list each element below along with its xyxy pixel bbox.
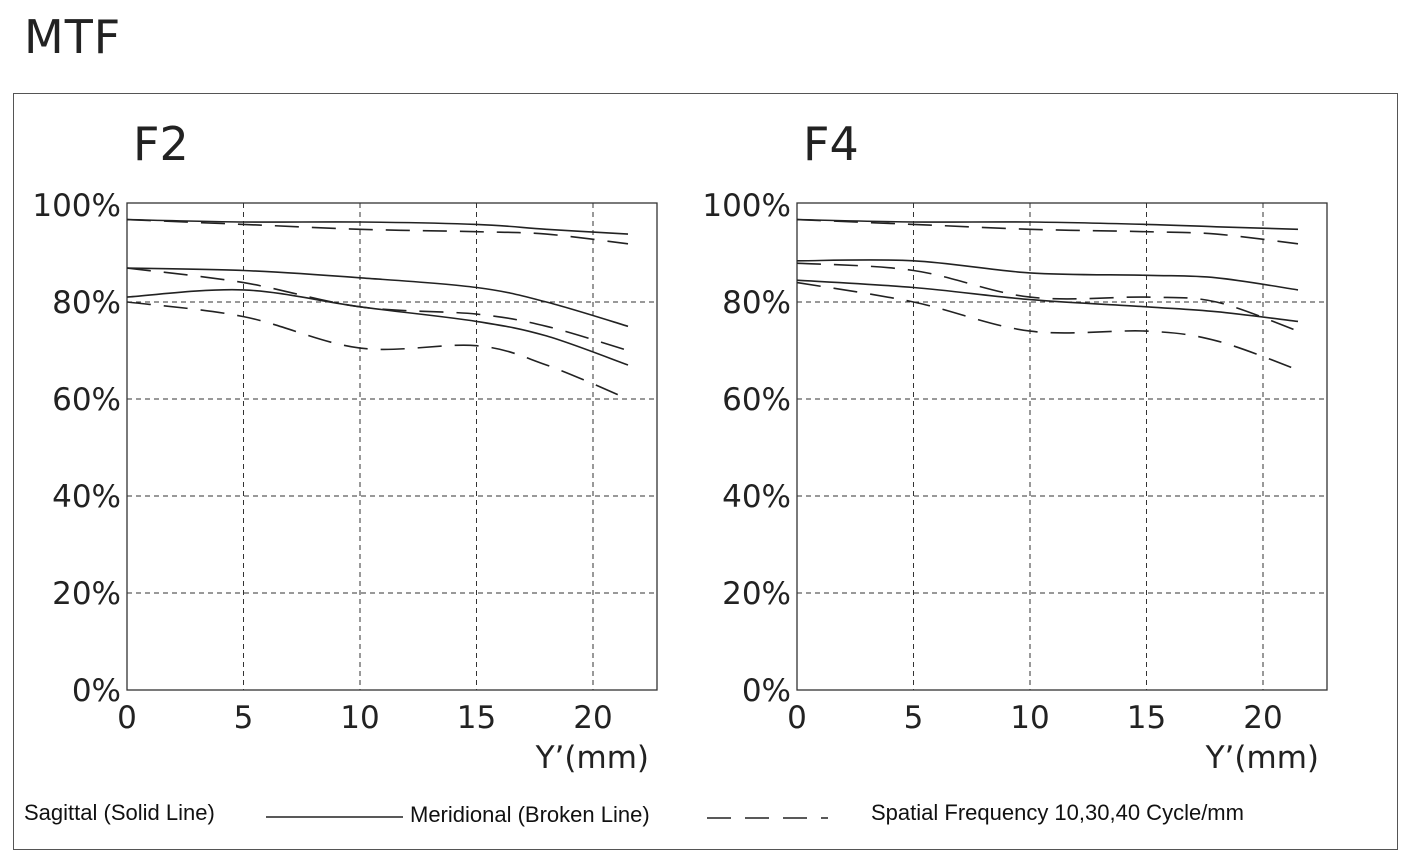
chart-2-ytick-label-100: 100% xyxy=(702,188,791,224)
legend-meridional-label: Meridional (Broken Line) xyxy=(410,802,650,827)
chart-2-series-5-solid-line xyxy=(796,279,1299,323)
chart-2-xtick-label-10: 10 xyxy=(1010,700,1049,736)
legend-sagittal-label: Sagittal (Solid Line) xyxy=(24,800,215,825)
chart-1-ytick-label-100: 100% xyxy=(32,188,121,224)
chart-1-xtick-label-0: 0 xyxy=(117,700,137,736)
chart-1-series-5-solid-line xyxy=(126,288,629,366)
chart-2-series-2-dashed-line xyxy=(796,218,1299,245)
legend-frequency-label: Spatial Frequency 10,30,40 Cycle/mm xyxy=(871,800,1244,825)
chart-2-series-3-solid-line xyxy=(796,259,1299,291)
chart-1-xtick-label-10: 10 xyxy=(340,700,379,736)
chart-2-ytick-label-0: 0% xyxy=(742,673,791,709)
chart-1-series-6-dashed-line xyxy=(126,301,629,400)
chart-2-series-4-dashed-line xyxy=(796,262,1299,332)
chart-1-x-axis-label: Y’(mm) xyxy=(535,740,649,776)
chart-1-ytick-label-60: 60% xyxy=(52,382,121,418)
chart-1-ytick-label-0: 0% xyxy=(72,673,121,709)
chart-2-xtick-label-15: 15 xyxy=(1127,700,1166,736)
chart-2-ytick-label-40: 40% xyxy=(722,479,791,515)
chart-2-series-6-dashed-line xyxy=(796,281,1299,371)
chart-1-series-4-dashed-line xyxy=(126,267,629,352)
chart-1-ytick-label-80: 80% xyxy=(52,285,121,321)
chart-1-ytick-label-40: 40% xyxy=(52,479,121,515)
chart-1-series-1-solid-line xyxy=(126,218,629,235)
chart-2-xtick-label-20: 20 xyxy=(1243,700,1282,736)
chart-1-xtick-label-20: 20 xyxy=(573,700,612,736)
chart-1-series-2-dashed-line xyxy=(126,218,629,245)
chart-2-ytick-label-60: 60% xyxy=(722,382,791,418)
chart-frame xyxy=(13,93,1398,850)
chart-2-ytick-label-20: 20% xyxy=(722,576,791,612)
chart-2-xtick-label-5: 5 xyxy=(904,700,924,736)
chart-2-title: F4 xyxy=(803,117,859,171)
chart-1-plot-frame xyxy=(126,202,658,691)
chart-1-series-3-solid-line xyxy=(126,267,629,328)
chart-2-x-axis-label: Y’(mm) xyxy=(1205,740,1319,776)
page-title: MTF xyxy=(24,10,122,64)
chart-1-ytick-label-20: 20% xyxy=(52,576,121,612)
chart-2-series-1-solid-line xyxy=(796,218,1299,231)
chart-2-plot-frame xyxy=(796,202,1328,691)
chart-1-xtick-label-15: 15 xyxy=(457,700,496,736)
chart-1-xtick-label-5: 5 xyxy=(234,700,254,736)
chart-1-title: F2 xyxy=(133,117,189,171)
chart-2-ytick-label-80: 80% xyxy=(722,285,791,321)
chart-2-xtick-label-0: 0 xyxy=(787,700,807,736)
